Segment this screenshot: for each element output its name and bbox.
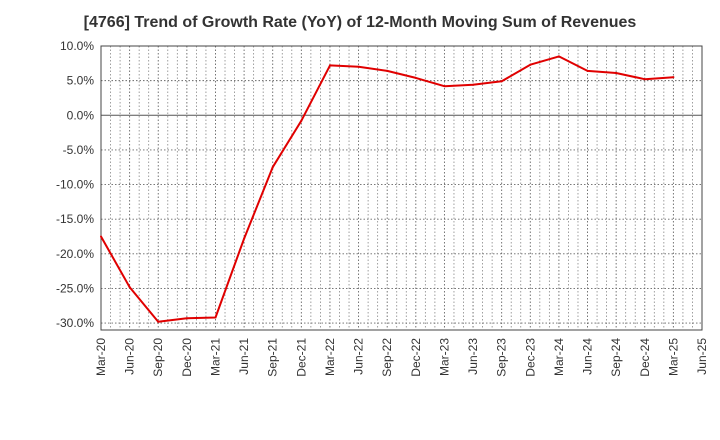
x-tick-label: Mar-24 xyxy=(552,338,566,376)
x-tick-label: Jun-23 xyxy=(466,338,480,375)
y-tick-label: -20.0% xyxy=(56,247,94,261)
x-tick-label: Sep-20 xyxy=(151,338,165,377)
x-tick-label: Dec-21 xyxy=(294,338,308,377)
x-tick-label: Mar-21 xyxy=(208,338,222,376)
x-tick-label: Mar-22 xyxy=(323,338,337,376)
data-point xyxy=(328,64,331,67)
data-point xyxy=(414,76,417,79)
x-tick-label: Sep-22 xyxy=(380,338,394,377)
data-point xyxy=(300,119,303,122)
x-tick-label: Mar-23 xyxy=(437,338,451,376)
x-tick-label: Dec-20 xyxy=(180,338,194,377)
y-tick-label: -5.0% xyxy=(63,143,95,157)
data-point xyxy=(472,83,475,86)
x-tick-label: Dec-23 xyxy=(523,338,537,377)
data-point xyxy=(386,69,389,72)
data-point xyxy=(529,63,532,66)
data-point xyxy=(500,80,503,83)
y-tick-label: -30.0% xyxy=(56,316,94,330)
x-tick-label: Mar-20 xyxy=(94,338,108,376)
y-tick-label: -10.0% xyxy=(56,178,94,192)
plot-border xyxy=(100,45,703,331)
data-point xyxy=(672,76,675,79)
x-tick-label: Jun-25 xyxy=(695,338,709,375)
x-tick-label: Dec-24 xyxy=(638,338,652,377)
chart-title: [4766] Trend of Growth Rate (YoY) of 12-… xyxy=(83,14,637,31)
data-point xyxy=(443,85,446,88)
x-tick-label: Mar-25 xyxy=(666,338,680,376)
x-tick-label: Dec-22 xyxy=(409,338,423,377)
data-point xyxy=(271,166,274,169)
y-tick-label: -25.0% xyxy=(56,281,94,295)
data-point xyxy=(243,237,246,240)
y-tick-label: 0.0% xyxy=(67,108,95,122)
x-tick-label: Sep-23 xyxy=(495,338,509,377)
plot-area xyxy=(101,46,702,330)
data-point xyxy=(586,69,589,72)
y-tick-label: 10.0% xyxy=(60,39,94,53)
y-tick-label: 5.0% xyxy=(67,74,95,88)
data-point xyxy=(357,65,360,68)
data-point xyxy=(157,320,160,323)
x-tick-label: Jun-24 xyxy=(581,338,595,375)
data-point xyxy=(214,316,217,319)
data-point xyxy=(643,78,646,81)
y-tick-label: -15.0% xyxy=(56,212,94,226)
data-point xyxy=(128,286,131,289)
x-tick-label: Jun-21 xyxy=(237,338,251,375)
data-point xyxy=(100,235,102,238)
x-tick-label: Jun-20 xyxy=(123,338,137,375)
data-point xyxy=(185,317,188,320)
x-tick-label: Sep-21 xyxy=(266,338,280,377)
x-tick-label: Sep-24 xyxy=(609,338,623,377)
data-point xyxy=(615,72,618,75)
data-point xyxy=(557,55,560,58)
x-tick-label: Jun-22 xyxy=(352,338,366,375)
